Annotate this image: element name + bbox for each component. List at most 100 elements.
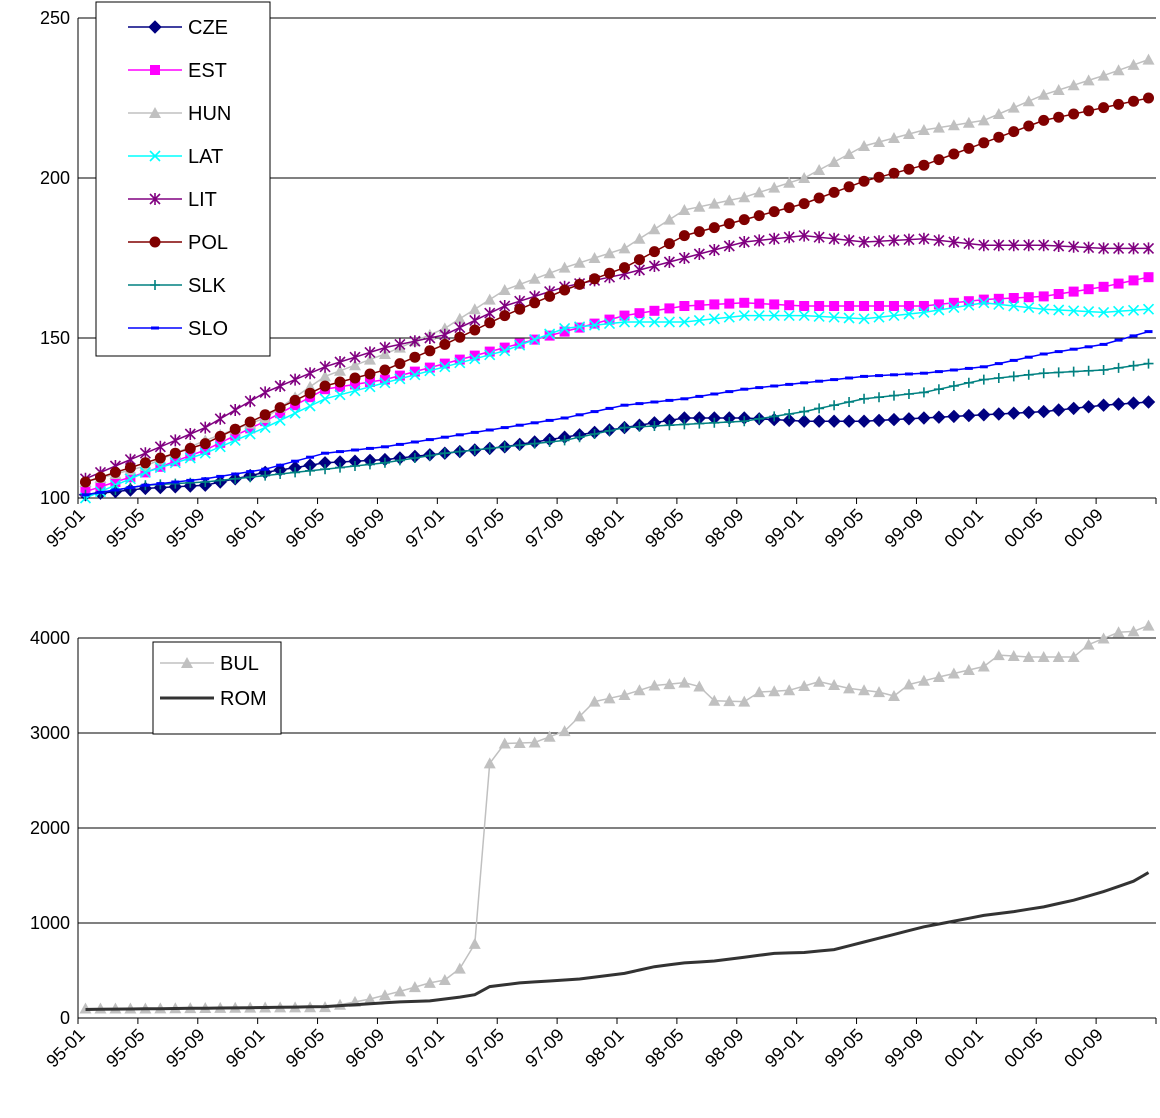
data-point [710,392,719,396]
data-point [574,432,585,443]
data-point [425,438,434,442]
data-point [364,459,375,470]
data-point [184,428,196,440]
data-point [829,301,840,311]
data-point [798,229,810,242]
data-point [1098,365,1109,375]
series-bul [79,619,1155,1014]
data-point [917,124,930,135]
data-point [1068,366,1079,377]
data-point [185,450,196,461]
data-point [394,338,406,351]
legend-label: LAT [188,146,223,168]
data-point [559,284,571,296]
legend-marker [149,236,161,248]
data-point [1081,400,1096,414]
data-point [918,301,929,311]
data-point [379,374,390,385]
data-point [933,304,945,316]
data-point [723,695,736,707]
data-point [424,450,435,461]
data-point [857,414,871,428]
data-point [798,198,810,210]
data-point [1038,114,1050,126]
data-point [214,430,226,442]
data-point [753,210,765,222]
data-point [813,675,826,687]
data-point [364,381,376,393]
data-point [260,470,271,481]
data-point [1038,368,1049,379]
x-tick-label: 95-05 [102,505,149,552]
data-point [888,310,900,322]
data-point [319,360,331,373]
data-point [977,660,990,672]
data-point [575,413,584,417]
x-tick-label: 99-05 [821,1025,868,1072]
data-point [964,366,973,370]
legend-label: LIT [188,189,217,211]
legend-item-cze: CZE [128,17,228,39]
data-point [694,418,705,429]
data-point [289,394,301,406]
data-point [648,679,661,691]
data-point [485,428,494,432]
data-point [784,300,795,311]
data-point [1083,241,1095,254]
data-point [334,376,346,388]
data-point [903,233,915,246]
data-point [498,737,511,749]
data-point [829,400,840,411]
data-point [828,232,840,245]
data-point [634,308,645,319]
data-point [545,418,554,422]
data-point [1112,626,1125,638]
data-point [664,420,675,431]
series-lat [79,297,1155,504]
data-point [589,318,600,329]
x-tick-label: 99-01 [761,505,808,552]
data-point [738,695,751,707]
legend-label: SLO [188,318,228,340]
data-point [723,194,736,206]
x-tick-label: 98-05 [641,1025,688,1072]
data-point [469,353,481,365]
data-point [873,136,886,147]
data-point [408,981,421,993]
legend-label: CZE [188,17,228,39]
data-point [633,232,646,244]
data-point [261,467,270,471]
data-point [932,410,946,424]
legend-marker [151,326,159,330]
data-point [948,302,960,314]
data-point [1039,352,1048,356]
data-point [379,457,390,468]
data-point [649,421,660,431]
data-point [784,409,795,419]
data-point [454,321,466,334]
data-point [933,154,945,166]
data-point [1053,304,1065,316]
legend: BUL ROM [152,641,282,735]
x-tick-label: 00-09 [1060,505,1107,552]
data-point [154,440,166,453]
data-point [1007,650,1020,662]
data-point [365,446,374,450]
data-point [694,300,705,311]
data-point [962,663,975,675]
x-tick-label: 00-09 [1060,1025,1107,1072]
data-point [469,324,481,336]
data-point [1098,281,1109,292]
data-point [139,447,151,460]
data-point [393,985,406,997]
data-point [1008,239,1020,252]
data-point [723,218,735,230]
data-point [1084,345,1093,349]
data-point [648,223,661,235]
data-point [470,430,479,434]
data-point [409,369,421,381]
data-point [559,435,570,446]
data-point [1023,369,1034,380]
data-point [558,261,571,273]
